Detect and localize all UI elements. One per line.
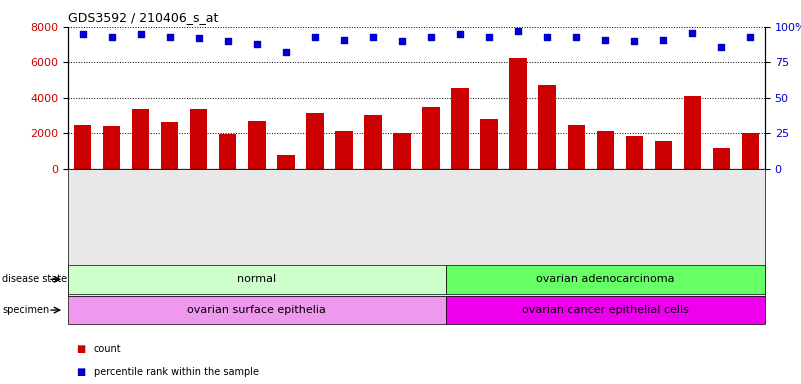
Text: ■: ■ (76, 344, 86, 354)
Point (628, 38, 641, 44)
Point (105, 34, 118, 40)
Bar (538, 84, 556, 169)
Text: ovarian adenocarcinoma: ovarian adenocarcinoma (536, 274, 674, 285)
Point (483, 34, 496, 40)
Bar (451, 88, 469, 169)
Bar (713, 147, 731, 169)
Bar (742, 132, 759, 169)
Point (570, 34, 582, 40)
Bar (103, 126, 120, 169)
Text: ovarian cancer epithelial cells: ovarian cancer epithelial cells (521, 305, 689, 315)
Text: ■: ■ (76, 367, 86, 377)
Bar (306, 113, 324, 169)
Text: count: count (94, 344, 121, 354)
Bar (161, 122, 179, 169)
Point (135, 31, 147, 37)
Point (76, 31, 89, 37)
Bar (481, 119, 497, 169)
Point (308, 34, 321, 40)
Point (512, 28, 525, 34)
Bar (422, 107, 440, 169)
Bar (74, 124, 91, 169)
Text: percentile rank within the sample: percentile rank within the sample (94, 367, 259, 377)
Bar (626, 136, 643, 169)
Point (453, 31, 466, 37)
Point (686, 30, 698, 36)
Point (396, 38, 409, 44)
Text: disease state: disease state (2, 274, 67, 285)
Text: GDS3592 / 210406_s_at: GDS3592 / 210406_s_at (68, 12, 219, 25)
Point (425, 34, 437, 40)
Bar (654, 141, 672, 169)
Bar (132, 109, 149, 169)
Point (251, 41, 264, 47)
Text: normal: normal (237, 274, 276, 285)
Bar (248, 121, 266, 169)
Point (163, 34, 176, 40)
Bar (509, 58, 527, 169)
Bar (597, 131, 614, 169)
Point (657, 36, 670, 43)
Point (192, 35, 205, 41)
Bar (567, 126, 585, 169)
Bar (219, 134, 236, 169)
Bar (335, 131, 352, 169)
Point (280, 50, 292, 56)
Bar (364, 115, 381, 169)
Text: specimen: specimen (2, 305, 50, 315)
Point (221, 38, 234, 44)
Bar (393, 132, 411, 169)
Point (541, 34, 553, 40)
Point (744, 34, 757, 40)
Bar (190, 109, 207, 169)
Point (715, 44, 728, 50)
Point (337, 36, 350, 43)
Point (599, 36, 612, 43)
Bar (683, 96, 701, 169)
Bar (277, 155, 295, 169)
Text: ovarian surface epithelia: ovarian surface epithelia (187, 305, 326, 315)
Point (367, 34, 380, 40)
